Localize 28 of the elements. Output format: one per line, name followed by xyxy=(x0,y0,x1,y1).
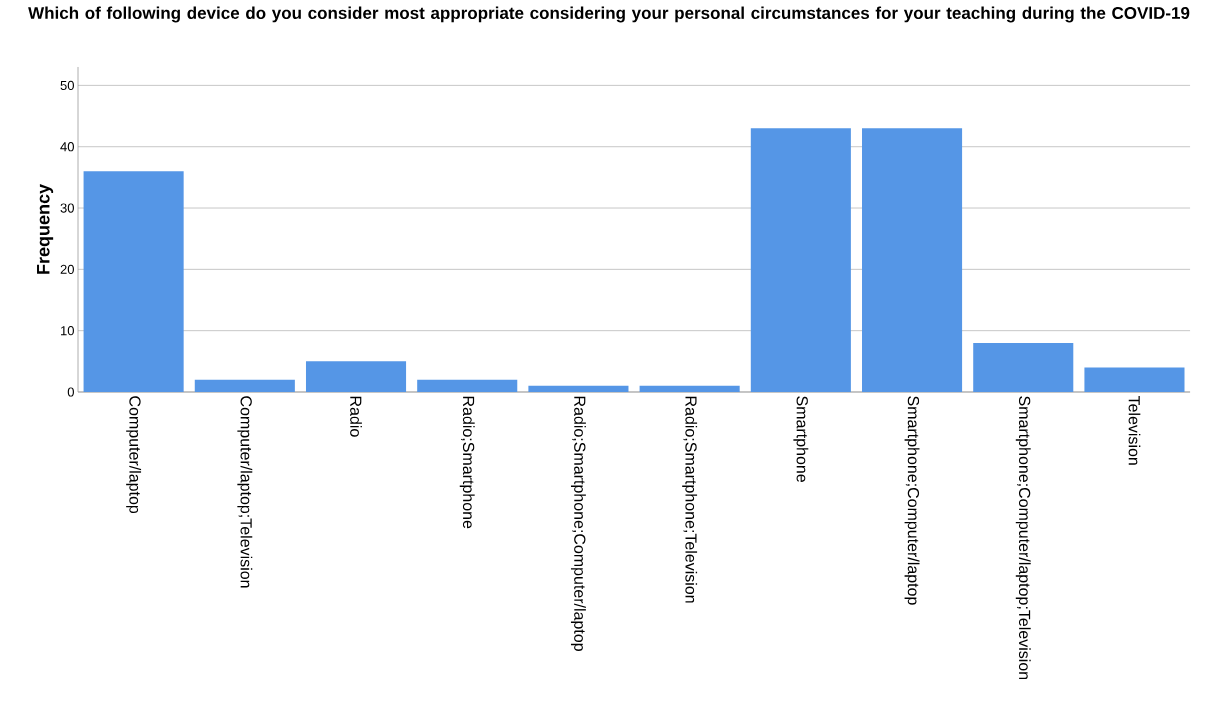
bar xyxy=(83,171,184,392)
x-tick-label: Radio xyxy=(350,396,362,437)
x-tick-label: Computer/laptop xyxy=(126,396,142,514)
y-tick-label: 20 xyxy=(60,264,74,274)
x-tick-label: Television xyxy=(1128,395,1141,465)
bar xyxy=(973,342,1074,392)
y-tick-label: 30 xyxy=(60,203,74,213)
x-tick-label: Radio;Smartphone;Television xyxy=(682,396,698,603)
bar xyxy=(305,361,407,392)
x-tick-label: Smartphone;Computer/laptop;Television xyxy=(1015,396,1031,680)
y-axis-title: Frequency xyxy=(37,184,54,274)
x-tick-label: Computer/laptop;Television xyxy=(237,396,253,588)
bar xyxy=(750,128,851,392)
x-tick-label: Smartphone;Computer/laptop xyxy=(904,396,920,605)
y-tick-label: 0 xyxy=(67,387,74,397)
bar xyxy=(417,379,518,392)
bar xyxy=(528,385,629,392)
x-tick-label: Smartphone xyxy=(793,396,809,482)
bar xyxy=(1084,367,1185,392)
bar xyxy=(639,385,740,392)
y-tick-label: 10 xyxy=(61,326,74,336)
y-tick-label: 50 xyxy=(60,80,74,90)
chart-title: Which of following device do you consider most appropriate considering your personal circumstances for your teaching during the COVID-19 xyxy=(28,6,1190,23)
x-tick-label: Radio;Smartphone xyxy=(459,396,475,529)
bar xyxy=(862,128,963,392)
x-tick-label: Radio;Smartphone;Computer/laptop xyxy=(570,396,586,651)
y-tick-label: 40 xyxy=(60,142,74,152)
bar xyxy=(194,379,295,392)
